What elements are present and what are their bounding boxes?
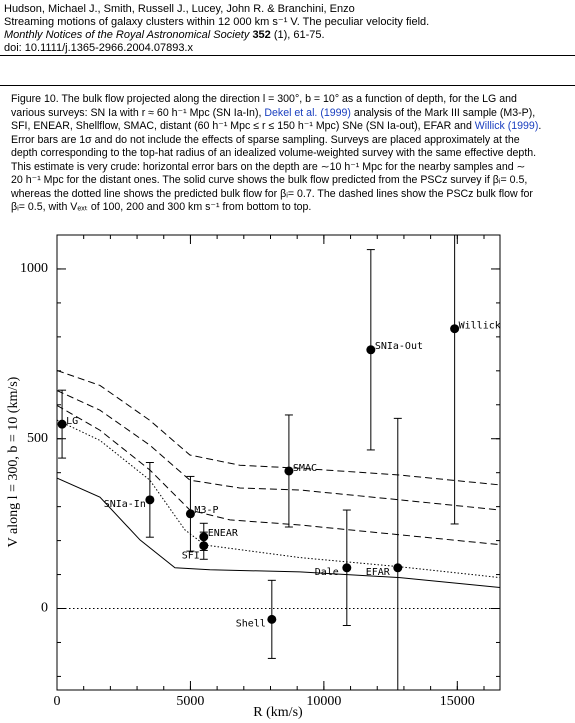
caption-text: various surveys: SN Ia with r ≈ 60 h⁻¹ M… bbox=[11, 106, 265, 119]
data-point bbox=[366, 345, 376, 355]
data-point bbox=[185, 509, 195, 519]
data-point bbox=[145, 495, 155, 505]
caption-text: 20 h⁻¹ Mpc for the distant ones. The sol… bbox=[11, 174, 528, 186]
article-title: Streaming motions of galaxy clusters wit… bbox=[4, 16, 430, 28]
point-label: Dale bbox=[315, 567, 339, 578]
point-label: M3-P bbox=[194, 505, 218, 516]
x-tick-label: 10000 bbox=[306, 694, 341, 709]
x-tick-label: 15000 bbox=[440, 694, 475, 709]
journal: Monthly Notices of the Royal Astronomica… bbox=[4, 29, 250, 41]
data-point bbox=[267, 614, 277, 624]
data-point bbox=[57, 419, 67, 429]
caption-text: whereas the dotted line shows the predic… bbox=[11, 187, 533, 200]
caption-line: SFI, ENEAR, Shellflow, SMAC, distant (60… bbox=[11, 120, 541, 134]
x-axis-label: R (km/s) bbox=[253, 705, 303, 720]
point-label: SMAC bbox=[293, 463, 317, 474]
caption-text: SFI, ENEAR, Shellflow, SMAC, distant (60… bbox=[11, 120, 475, 132]
caption-line: This estimate is very crude: horizontal … bbox=[11, 161, 541, 175]
caption-text: This estimate is very crude: horizontal … bbox=[11, 160, 526, 173]
x-tick-label: 0 bbox=[54, 694, 61, 709]
y-tick-label: 1000 bbox=[20, 261, 48, 276]
plot-frame bbox=[56, 234, 501, 691]
caption-line: various surveys: SN Ia with r ≈ 60 h⁻¹ M… bbox=[11, 107, 541, 121]
separator bbox=[0, 85, 575, 86]
data-point bbox=[342, 563, 352, 573]
model-curve bbox=[57, 405, 500, 546]
model-curve bbox=[57, 390, 500, 511]
caption-link[interactable]: Dekel et al. (1999) bbox=[264, 106, 351, 119]
point-label: EFAR bbox=[366, 567, 391, 578]
point-label: SNIa-Out bbox=[375, 341, 423, 352]
y-tick-label: 0 bbox=[41, 601, 48, 616]
chart: R (km/s) V along l = 300, b = 10 (km/s) … bbox=[6, 234, 501, 720]
caption-text: βᵢ= 0.5, with Vₑₓₜ of 100, 200 and 300 k… bbox=[11, 201, 312, 213]
caption-line: Error bars are 1σ and do not include the… bbox=[11, 134, 541, 148]
citation: Hudson, Michael J., Smith, Russell J., L… bbox=[0, 0, 575, 56]
figure-caption: Figure 10. The bulk flow projected along… bbox=[11, 93, 541, 215]
caption-text: Figure 10. The bulk flow projected along… bbox=[11, 93, 517, 105]
point-label: LG bbox=[66, 416, 78, 427]
model-curve bbox=[57, 477, 500, 588]
data-point bbox=[199, 532, 209, 542]
data-point bbox=[450, 324, 460, 334]
caption-text: analysis of the Mark III sample (M3-P), bbox=[350, 106, 536, 119]
caption-line: Figure 10. The bulk flow projected along… bbox=[11, 93, 541, 107]
plot-area bbox=[57, 235, 500, 690]
data-point bbox=[199, 541, 209, 551]
point-label: SFI bbox=[182, 551, 200, 562]
caption-line: 20 h⁻¹ Mpc for the distant ones. The sol… bbox=[11, 174, 541, 188]
caption-line: depth corresponding to the top-hat radiu… bbox=[11, 147, 541, 161]
point-label: SNIa-In bbox=[104, 499, 146, 510]
point-label: Willick bbox=[459, 321, 501, 332]
data-point bbox=[284, 466, 294, 476]
caption-text: Error bars are 1σ and do not include the… bbox=[11, 133, 520, 146]
caption-line: whereas the dotted line shows the predic… bbox=[11, 188, 541, 202]
y-tick-label: 500 bbox=[27, 431, 48, 446]
point-label: ENEAR bbox=[208, 528, 239, 539]
model-curve bbox=[57, 370, 500, 486]
authors: Hudson, Michael J., Smith, Russell J., L… bbox=[4, 3, 355, 15]
volume: 352 bbox=[252, 29, 271, 41]
caption-link[interactable]: Willick (1999) bbox=[474, 120, 539, 132]
caption-text: depth corresponding to the top-hat radiu… bbox=[11, 147, 537, 159]
x-tick-label: 5000 bbox=[176, 694, 204, 709]
doi: doi: 10.1111/j.1365-2966.2004.07893.x bbox=[4, 42, 193, 54]
point-label: Shell bbox=[236, 618, 266, 629]
caption-text: . bbox=[538, 120, 542, 132]
caption-line: βᵢ= 0.5, with Vₑₓₜ of 100, 200 and 300 k… bbox=[11, 201, 541, 215]
pages: (1), 61-75. bbox=[270, 29, 325, 41]
data-point bbox=[393, 563, 403, 573]
journal-line: Monthly Notices of the Royal Astronomica… bbox=[4, 29, 575, 42]
y-axis-label: V along l = 300, b = 10 (km/s) bbox=[6, 376, 21, 547]
